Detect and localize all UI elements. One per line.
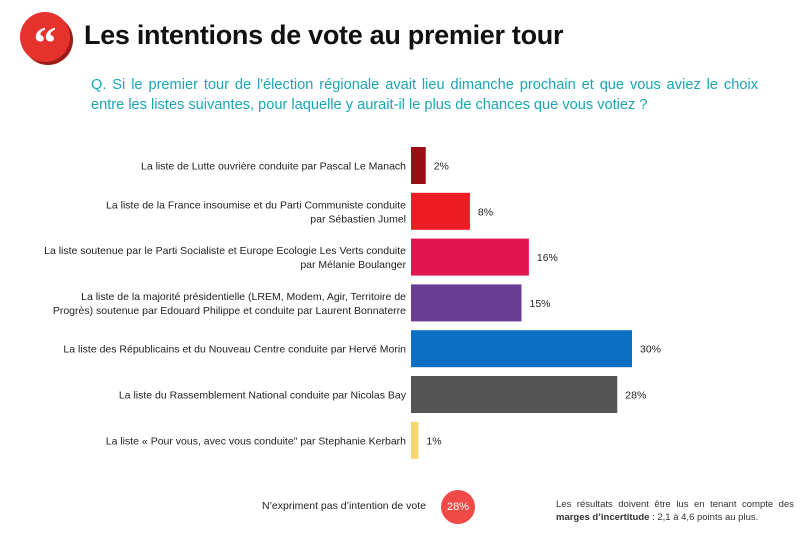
bar-value-label: 2% <box>434 161 449 173</box>
no-intention-label: N’expriment pas d’intention de vote <box>261 500 426 512</box>
category-label: Progrès) soutenue par Edouard Philippe e… <box>53 305 406 317</box>
quote-logo-icon: “ <box>20 12 70 68</box>
bar-1 <box>411 147 426 184</box>
bar-4 <box>411 284 522 322</box>
no-intention-badge: 28% <box>441 490 475 524</box>
survey-question: Q. Si le premier tour de l'élection régi… <box>91 77 758 113</box>
bar-7 <box>411 421 419 459</box>
bar-chart: 2% La liste de Lutte ouvrière conduite pa… <box>44 147 661 459</box>
note-suffix: : 2,1 à 4,6 points au plus. <box>649 511 759 523</box>
bar-value-label: 16% <box>537 252 558 264</box>
bar-value-label: 28% <box>625 390 646 402</box>
category-label: La liste des Républicains et du Nouveau … <box>63 344 406 356</box>
bar-6 <box>411 376 618 413</box>
note-prefix: Les résultats doivent être lus en tenant… <box>556 499 794 510</box>
bar-3 <box>411 238 529 276</box>
category-label: La liste de la majorité présidentielle (… <box>81 291 406 303</box>
page-title: Les intentions de vote au premier tour <box>84 20 564 50</box>
bar-value-label: 15% <box>530 298 551 310</box>
category-label: par Sébastien Jumel <box>310 213 406 225</box>
category-label: La liste de Lutte ouvrière conduite par … <box>141 161 406 173</box>
bar-value-label: 30% <box>640 344 661 356</box>
uncertainty-note: Les résultats doivent être lus en tenant… <box>556 499 794 524</box>
category-label: La liste « Pour vous, avec vous conduite… <box>106 435 406 447</box>
bar-2 <box>411 192 470 230</box>
category-label: La liste de la France insoumise et du Pa… <box>106 199 406 211</box>
category-label: par Mélanie Boulanger <box>300 259 406 271</box>
bar-5 <box>411 330 632 368</box>
bar-value-label: 1% <box>426 435 441 447</box>
category-label: La liste soutenue par le Parti Socialist… <box>44 245 406 257</box>
bar-value-label: 8% <box>478 206 493 218</box>
category-label: La liste du Rassemblement National condu… <box>119 390 407 402</box>
note-bold: marges d’incertitude <box>556 511 650 523</box>
